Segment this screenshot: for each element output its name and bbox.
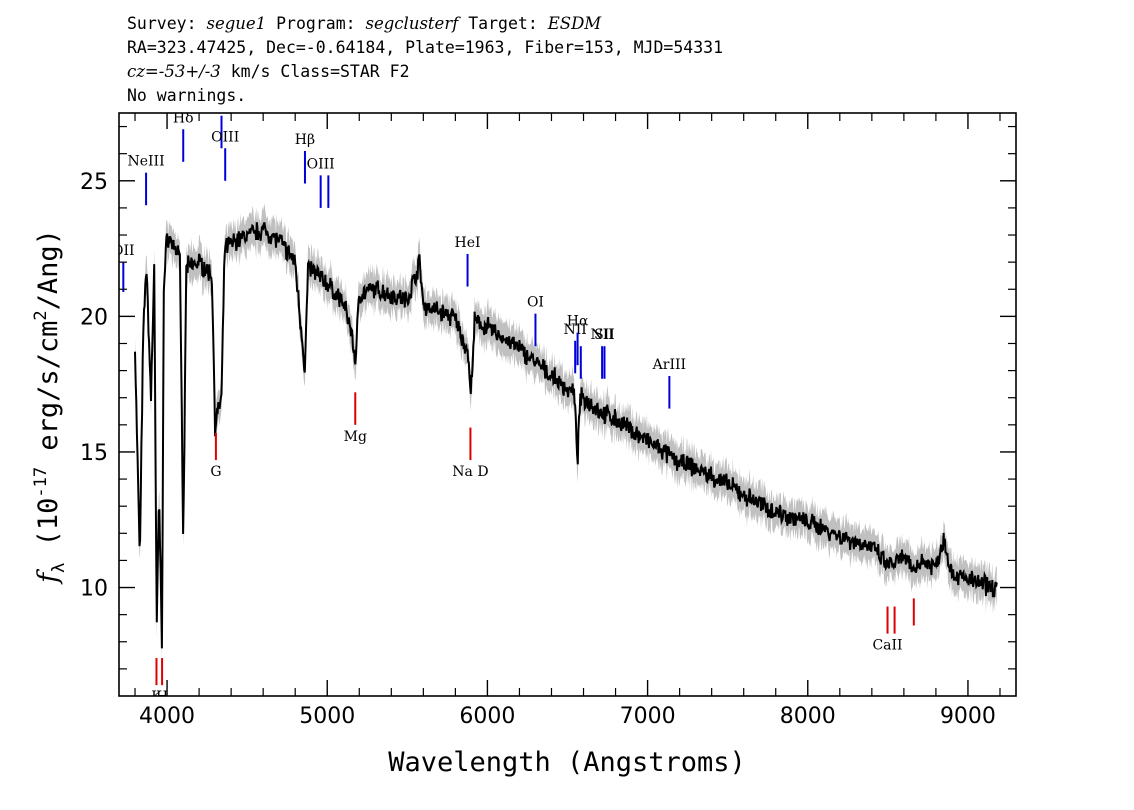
plot-frame xyxy=(118,112,1017,697)
class-text: km/s Class=STAR F2 xyxy=(220,62,410,81)
target-value: ESDM xyxy=(547,14,602,33)
cz-label: cz= xyxy=(127,62,159,81)
x-axis-title: Wavelength (Angstroms) xyxy=(388,747,746,778)
survey-label: Survey: xyxy=(127,14,207,33)
error-band xyxy=(135,203,997,663)
x-tick-label: 8000 xyxy=(780,704,836,729)
emission-line-label: NII xyxy=(590,327,613,343)
y-tick-label: 15 xyxy=(80,441,108,466)
absorption-line-label: K xyxy=(151,689,162,705)
emission-line-label: Hα xyxy=(567,314,589,330)
emission-line-label: OI xyxy=(527,295,544,311)
program-label: Program: xyxy=(266,14,366,33)
program-value: segclusterf xyxy=(365,14,459,33)
emission-line-label: NeIII xyxy=(127,154,164,170)
header-line-survey: Survey: segue1 Program: segclusterf Targ… xyxy=(127,12,723,36)
header-line-warnings: No warnings. xyxy=(127,86,247,105)
emission-line-label: HeI xyxy=(455,235,481,251)
emission-line-label: OIII xyxy=(211,129,239,145)
header-line-redshift: cz=-53+/-3 km/s Class=STAR F2 xyxy=(127,60,723,84)
emission-line-label: ArIII xyxy=(652,357,686,373)
emission-line-label: NII xyxy=(564,322,587,338)
emission-line-label: SII xyxy=(594,327,615,343)
cz-value: -53+/-3 xyxy=(158,62,221,81)
x-tick-label: 6000 xyxy=(459,704,515,729)
y-tick-label: 20 xyxy=(80,305,108,330)
y-axis-title: fλ (10-17 erg/s/cm2/Ang) xyxy=(31,229,69,585)
y-tick-label: 10 xyxy=(80,577,108,602)
emission-line-label: OII xyxy=(112,243,135,259)
absorption-line-label: CaII xyxy=(872,638,902,654)
absorption-line-label: G xyxy=(210,464,221,480)
target-label: Target: xyxy=(458,14,548,33)
emission-line-label: Hβ xyxy=(295,132,315,148)
emission-line-label: Hδ xyxy=(173,110,194,126)
x-tick-label: 7000 xyxy=(620,704,676,729)
y-tick-label: 25 xyxy=(80,170,108,195)
header-line-coords: RA=323.47425, Dec=-0.64184, Plate=1963, … xyxy=(127,38,724,57)
spectrum-header: Survey: segue1 Program: segclusterf Targ… xyxy=(127,12,723,108)
absorption-line-label: Na D xyxy=(452,464,488,480)
absorption-line-label: Mg xyxy=(344,429,367,445)
emission-line-label: OIII xyxy=(307,156,335,172)
survey-value: segue1 xyxy=(206,14,267,33)
emission-line-label: Hγ xyxy=(211,97,232,113)
x-tick-label: 4000 xyxy=(139,704,195,729)
axes: 4000 5000 6000 7000 8000 9000 10 15 20 25 xyxy=(80,113,1016,729)
x-tick-label: 5000 xyxy=(299,704,355,729)
absorption-line-label: H xyxy=(156,689,168,705)
x-tick-label: 9000 xyxy=(940,704,996,729)
flux-line xyxy=(134,222,998,649)
